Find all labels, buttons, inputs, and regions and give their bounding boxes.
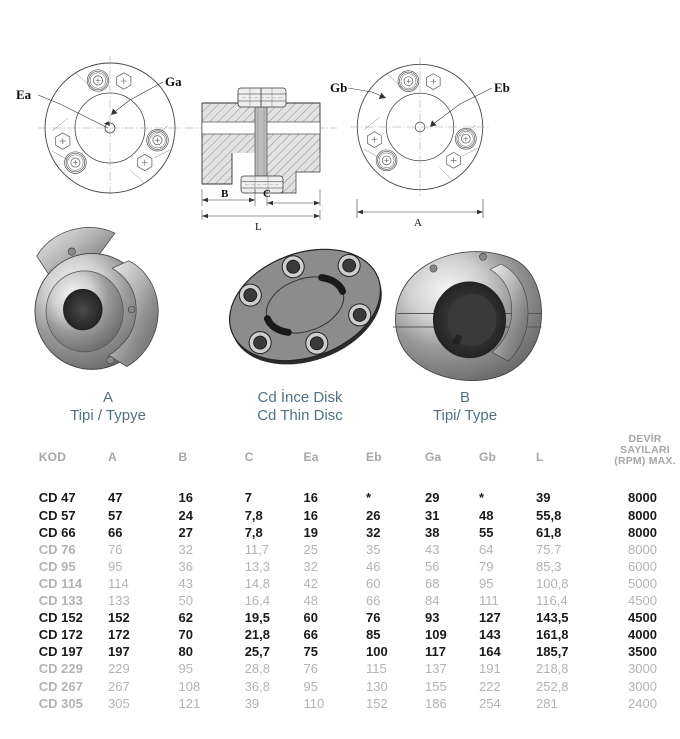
svg-text:Ga: Ga xyxy=(165,74,182,89)
svg-text:B: B xyxy=(221,188,229,200)
svg-text:Cd İnce Disk: Cd İnce Disk xyxy=(257,388,343,406)
svg-text:L: L xyxy=(255,221,262,230)
svg-text:A: A xyxy=(103,389,113,406)
svg-text:Gb: Gb xyxy=(330,80,347,95)
svg-text:C: C xyxy=(263,188,271,200)
svg-text:Tipi / Typye: Tipi / Typye xyxy=(70,407,146,424)
svg-text:B: B xyxy=(460,389,470,406)
svg-text:Cd Thin Disc: Cd Thin Disc xyxy=(257,407,343,424)
svg-text:Tipi/ Type: Tipi/ Type xyxy=(433,407,497,424)
svg-text:Ea: Ea xyxy=(16,87,32,102)
svg-text:Eb: Eb xyxy=(494,80,510,95)
svg-text:A: A xyxy=(414,217,422,229)
